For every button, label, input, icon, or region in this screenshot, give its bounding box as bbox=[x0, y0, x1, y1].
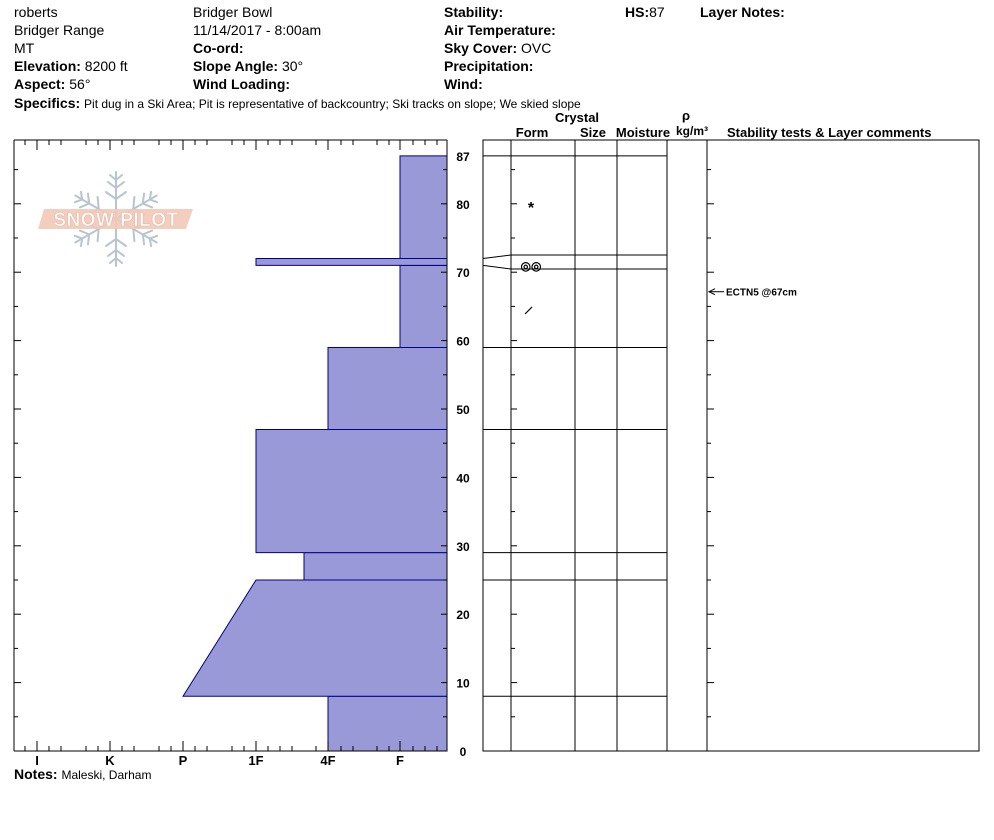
hardness-layer-5 bbox=[327, 346, 448, 431]
aspect-field: Aspect: 56° bbox=[14, 76, 90, 92]
layer-table: * ◎◎ ECTN5 @67cm bbox=[482, 139, 980, 752]
location-name: Bridger Bowl bbox=[193, 4, 273, 20]
depth-label: 70 bbox=[456, 266, 470, 280]
aspect-label: Aspect: bbox=[14, 76, 66, 92]
hardness-label: 4F bbox=[320, 753, 335, 768]
hardness-axis: I K P 1F 4F F bbox=[13, 139, 448, 768]
hardness-label: K bbox=[105, 753, 115, 768]
slope-value: 30° bbox=[281, 58, 304, 74]
wind-loading-label: Wind Loading: bbox=[193, 76, 291, 92]
hardness-layer-1 bbox=[327, 695, 448, 752]
hardness-label: I bbox=[35, 753, 39, 768]
notes-value: Maleski, Darham bbox=[61, 768, 152, 782]
hs-label: HS: bbox=[625, 4, 650, 20]
precipitation-label: Precipitation: bbox=[444, 58, 534, 74]
slope-field: Slope Angle: 30° bbox=[193, 58, 303, 74]
layer-notes-label: Layer Notes: bbox=[700, 4, 785, 20]
stability-label: Stability: bbox=[444, 4, 504, 20]
grain-form-symbol: ◎◎ bbox=[521, 259, 542, 273]
moisture-header: Moisture bbox=[616, 125, 670, 140]
depth-label: 0 bbox=[460, 745, 467, 759]
depth-label: 50 bbox=[456, 403, 470, 417]
stability-test-label: ECTN5 @67cm bbox=[726, 288, 797, 299]
depth-label: 87 bbox=[456, 150, 470, 164]
hardness-layer-8 bbox=[399, 155, 448, 260]
grain-form-symbol: * bbox=[528, 200, 535, 217]
hardness-layer-2 bbox=[182, 579, 448, 697]
form-header: Form bbox=[516, 125, 549, 140]
hardness-profile bbox=[182, 155, 448, 752]
specifics-value: Pit dug in a Ski Area; Pit is representa… bbox=[84, 97, 581, 111]
hs-field: HS:87 bbox=[625, 4, 665, 20]
crystal-header: Crystal bbox=[555, 110, 599, 125]
hs-value: 87 bbox=[649, 4, 665, 20]
table-border bbox=[482, 139, 980, 752]
hardness-layer-3 bbox=[303, 552, 448, 581]
elevation-field: Elevation: 8200 ft bbox=[14, 58, 128, 74]
layer-boundary bbox=[482, 264, 667, 270]
observation-datetime: 11/14/2017 - 8:00am bbox=[193, 22, 322, 38]
depth-label: 10 bbox=[456, 677, 470, 691]
specifics-row: Specifics: Pit dug in a Ski Area; Pit is… bbox=[14, 95, 581, 111]
elevation-value: 8200 ft bbox=[84, 58, 128, 74]
coord-label: Co-ord: bbox=[193, 40, 244, 56]
notes-label: Notes: bbox=[14, 766, 58, 782]
air-temp-label: Air Temperature: bbox=[444, 22, 556, 38]
range-name: Bridger Range bbox=[14, 22, 105, 38]
rho-header: ρ bbox=[682, 108, 690, 123]
depth-label: 80 bbox=[456, 198, 470, 212]
depth-label: 40 bbox=[456, 471, 470, 485]
hardness-layer-7 bbox=[255, 258, 448, 266]
depth-label: 20 bbox=[456, 608, 470, 622]
grain-form-symbol bbox=[524, 306, 533, 315]
state-name: MT bbox=[14, 40, 35, 56]
logo-text: SNOW PILOT bbox=[53, 210, 178, 231]
logo-banner bbox=[38, 209, 193, 229]
depth-axis: 0 10 20 30 40 50 60 70 80 87 bbox=[456, 150, 470, 759]
specifics-label: Specifics: bbox=[14, 95, 81, 111]
wind-label: Wind: bbox=[444, 76, 483, 92]
depth-label: 60 bbox=[456, 335, 470, 349]
test-arrowhead bbox=[707, 288, 716, 296]
depth-label: 30 bbox=[456, 540, 470, 554]
sky-cover-value: OVC bbox=[521, 40, 552, 56]
elevation-label: Elevation: bbox=[14, 58, 81, 74]
stability-tests-header: Stability tests & Layer comments bbox=[727, 125, 931, 140]
sky-cover-label: Sky Cover: bbox=[444, 40, 518, 56]
hardness-layer-6 bbox=[399, 264, 448, 348]
layer-boundary bbox=[482, 254, 667, 260]
hardness-label: 1F bbox=[248, 753, 263, 768]
snow-pilot-logo: SNOW PILOT bbox=[38, 171, 193, 267]
sky-cover-field: Sky Cover: OVC bbox=[444, 40, 551, 56]
hardness-layer-4 bbox=[255, 429, 448, 554]
slope-label: Slope Angle: bbox=[193, 58, 279, 74]
notes-row: Notes: Maleski, Darham bbox=[14, 766, 151, 782]
density-unit-header: kg/m³ bbox=[676, 124, 708, 138]
hardness-label: F bbox=[396, 753, 404, 768]
size-header: Size bbox=[580, 125, 606, 140]
observer-name: roberts bbox=[14, 4, 58, 20]
aspect-value: 56° bbox=[69, 76, 91, 92]
hardness-label: P bbox=[179, 753, 188, 768]
